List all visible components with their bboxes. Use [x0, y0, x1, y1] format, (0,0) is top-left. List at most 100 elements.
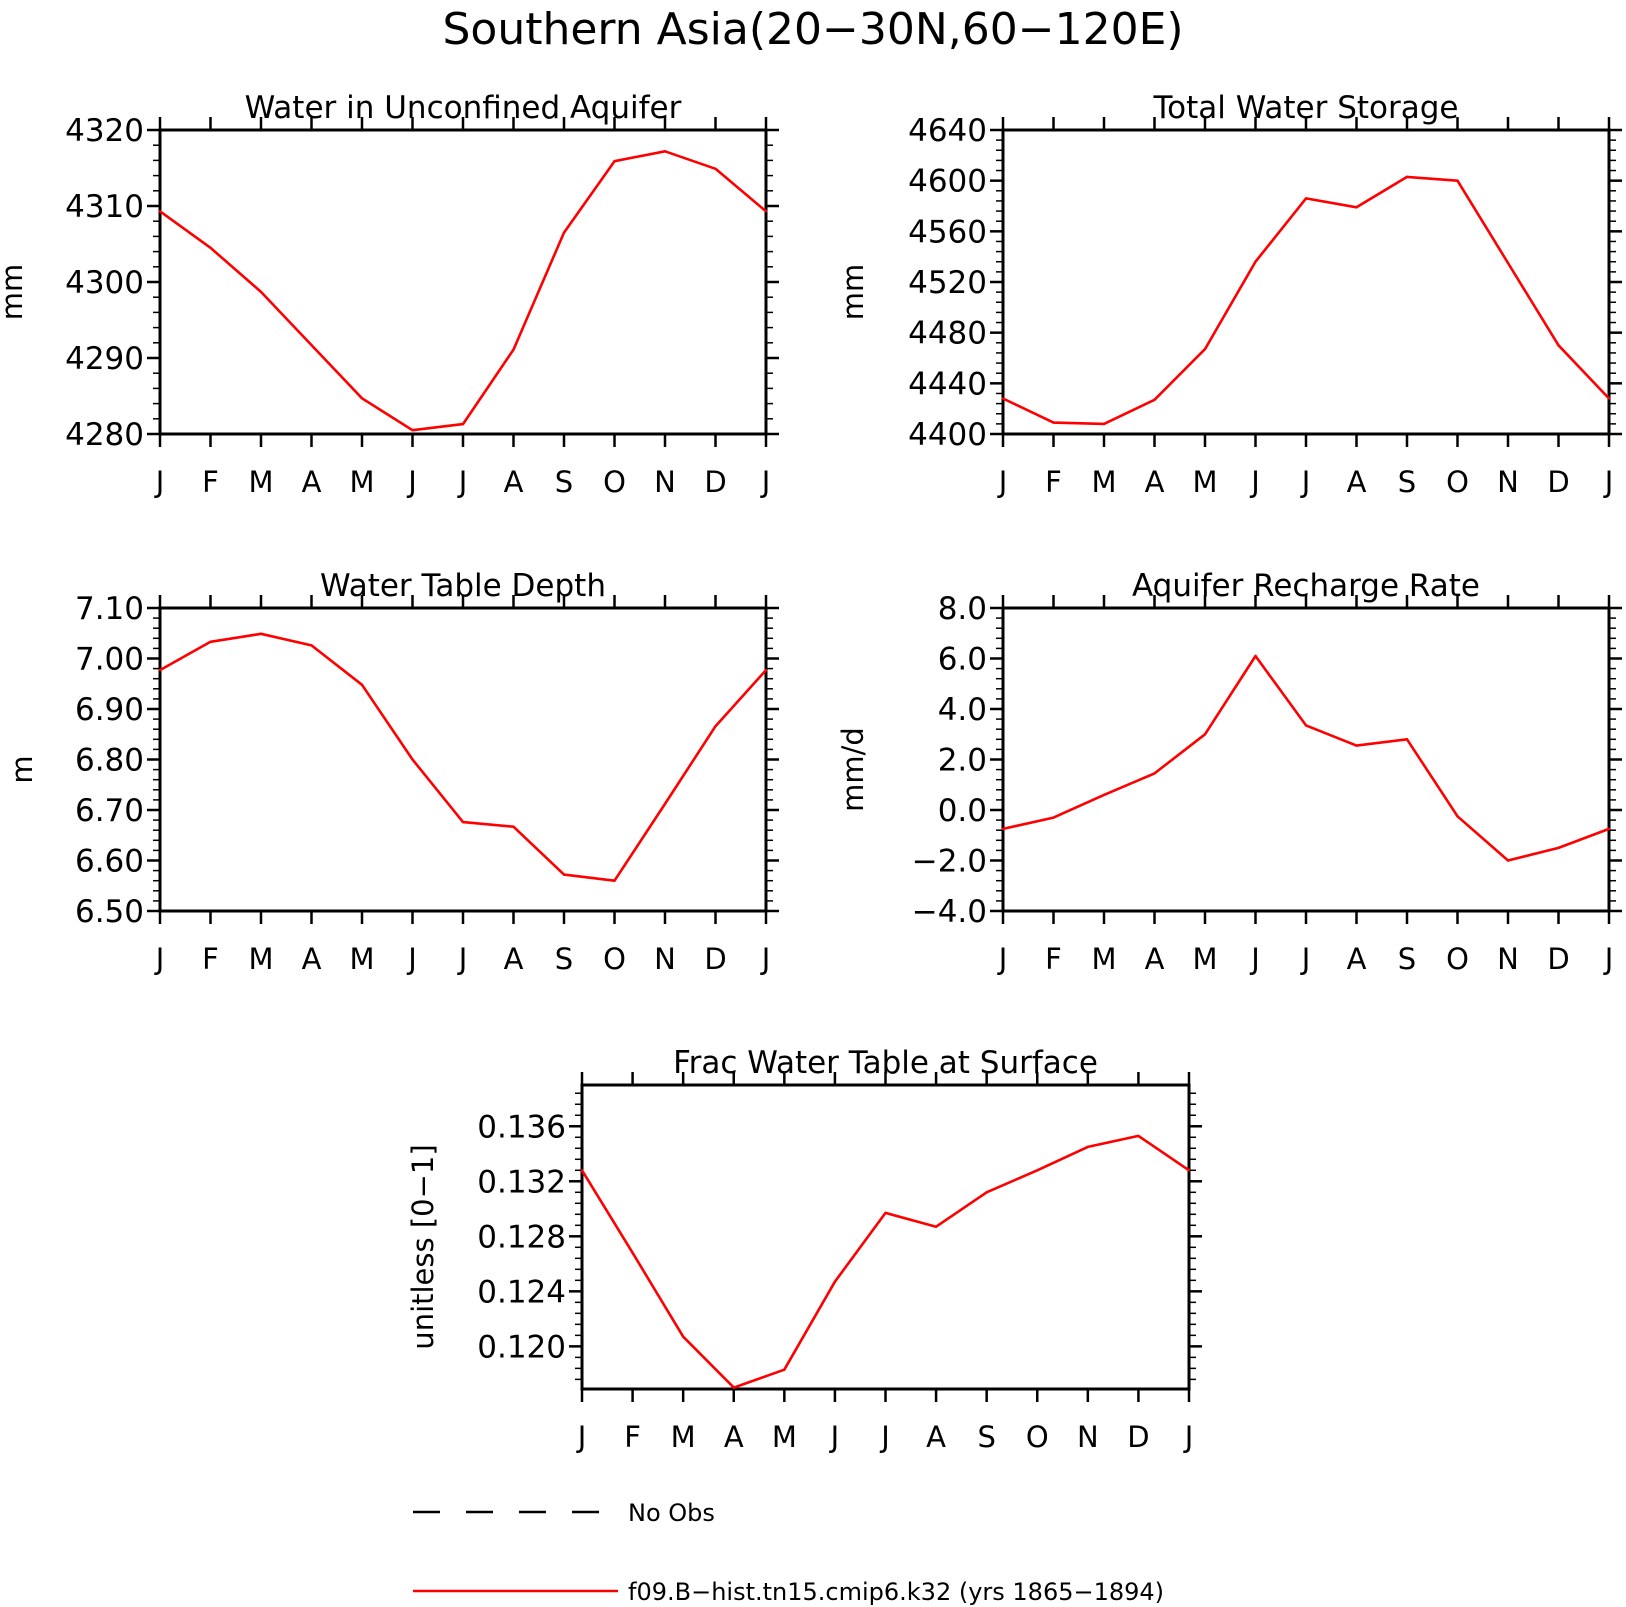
data-point [1506, 859, 1510, 862]
data-point [1355, 744, 1358, 747]
data-point [360, 683, 364, 686]
data-point [1052, 816, 1055, 819]
y-axis-label: mm/d [836, 727, 870, 812]
y-tick-label: 4400 [908, 417, 987, 453]
data-point [1203, 733, 1207, 736]
data-point [1405, 738, 1409, 741]
data-point [1187, 1169, 1191, 1172]
data-point [158, 210, 162, 213]
x-tick-label-3: A [724, 1420, 744, 1454]
y-tick-label: 7.10 [75, 591, 144, 627]
data-point [1506, 261, 1510, 265]
y-tick-label: 0.132 [477, 1164, 566, 1200]
data-point [259, 290, 263, 294]
x-tick-label-1: F [202, 465, 219, 499]
x-tick-label-5: J [1249, 465, 1260, 499]
data-point [783, 1368, 786, 1371]
y-tick-label: 7.00 [75, 642, 144, 678]
data-point [259, 632, 263, 635]
data-point [985, 1191, 988, 1194]
x-tick-label-7: A [1347, 942, 1367, 976]
x-tick-label-3: A [302, 942, 322, 976]
y-tick-label: 4320 [65, 113, 144, 149]
x-tick-label-8: S [555, 942, 573, 976]
data-point [461, 820, 465, 824]
series-line-water-table-depth [159, 632, 767, 883]
x-tick-label-10: N [1077, 1420, 1099, 1454]
data-point [209, 246, 212, 249]
data-point [158, 668, 162, 672]
data-point [461, 422, 465, 426]
figure-title: Southern Asia(20−30N,60−120E) [442, 4, 1183, 55]
x-tick-label-9: O [603, 942, 626, 976]
panel-water-table-depth: Water Table Depthm6.506.606.706.806.907.… [5, 568, 779, 976]
data-point [1001, 397, 1005, 400]
plot-frame [1001, 606, 1611, 913]
data-point [1001, 827, 1005, 831]
x-tick-label-8: S [1398, 942, 1416, 976]
data-point [631, 1251, 634, 1255]
y-tick-label: 6.0 [938, 642, 987, 678]
y-axis-label: mm [0, 264, 29, 321]
data-point [1456, 179, 1459, 182]
x-tick-label-10: N [654, 465, 676, 499]
data-point [1052, 421, 1055, 424]
legend-item-no-obs: No Obs [413, 1499, 715, 1527]
x-tick-label-10: N [1497, 465, 1519, 499]
x-tick-label-6: J [457, 465, 468, 499]
data-point [1557, 344, 1560, 347]
x-tick-label-9: O [603, 465, 626, 499]
x-tick-label-11: D [704, 465, 726, 499]
y-tick-label: 4440 [908, 366, 987, 402]
legend-item-model-run: f09.B−hist.tn15.cmip6.k32 (yrs 1865−1894… [413, 1578, 1164, 1606]
y-tick-label: 4280 [65, 417, 144, 453]
data-point [1102, 422, 1106, 426]
x-tick-label-0: J [997, 942, 1008, 976]
data-point [512, 348, 515, 351]
x-tick-label-12: J [760, 465, 771, 499]
plot-frame [580, 1083, 1191, 1391]
data-point [512, 825, 515, 828]
x-tick-label-9: O [1446, 465, 1469, 499]
y-axis-label: m [5, 755, 39, 783]
data-point [1203, 347, 1207, 351]
series-line-frac-water-table-at-surface [580, 1134, 1190, 1389]
data-point [1153, 772, 1156, 775]
x-tick-label-2: M [248, 465, 273, 499]
x-tick-label-8: S [1398, 465, 1416, 499]
x-tick-label-4: M [349, 465, 374, 499]
y-tick-label: 0.0 [938, 793, 987, 829]
x-tick-label-9: O [1026, 1420, 1049, 1454]
x-tick-label-1: F [1045, 942, 1062, 976]
data-point [764, 668, 768, 672]
data-point [663, 150, 667, 153]
data-point [1137, 1134, 1140, 1138]
data-point [209, 640, 212, 644]
y-tick-label: 4520 [908, 265, 987, 301]
y-tick-label: 4480 [908, 316, 987, 352]
x-tick-label-11: D [1547, 942, 1569, 976]
data-point [732, 1386, 735, 1389]
data-point [663, 802, 667, 806]
y-tick-label: 0.128 [477, 1219, 566, 1255]
y-axis-label: mm [836, 264, 870, 321]
data-point [1102, 793, 1106, 797]
x-tick-label-5: J [406, 942, 417, 976]
y-tick-label: 8.0 [938, 591, 987, 627]
x-tick-label-0: J [154, 465, 165, 499]
y-tick-label: 4310 [65, 189, 144, 225]
data-point [1254, 654, 1257, 658]
x-tick-label-6: J [1300, 465, 1311, 499]
data-point [934, 1225, 938, 1228]
data-point [1304, 197, 1308, 200]
data-point [360, 397, 364, 400]
legend-label-no-obs: No Obs [628, 1499, 715, 1527]
x-tick-label-6: J [457, 942, 468, 976]
y-tick-label: −4.0 [912, 894, 987, 930]
x-tick-label-1: F [1045, 465, 1062, 499]
y-tick-label: 6.70 [75, 793, 144, 829]
panel-aquifer-recharge-rate: Aquifer Recharge Ratemm/d−4.0−2.00.02.04… [836, 568, 1622, 976]
series-line-water-in-unconfined-aquifer [159, 150, 767, 432]
